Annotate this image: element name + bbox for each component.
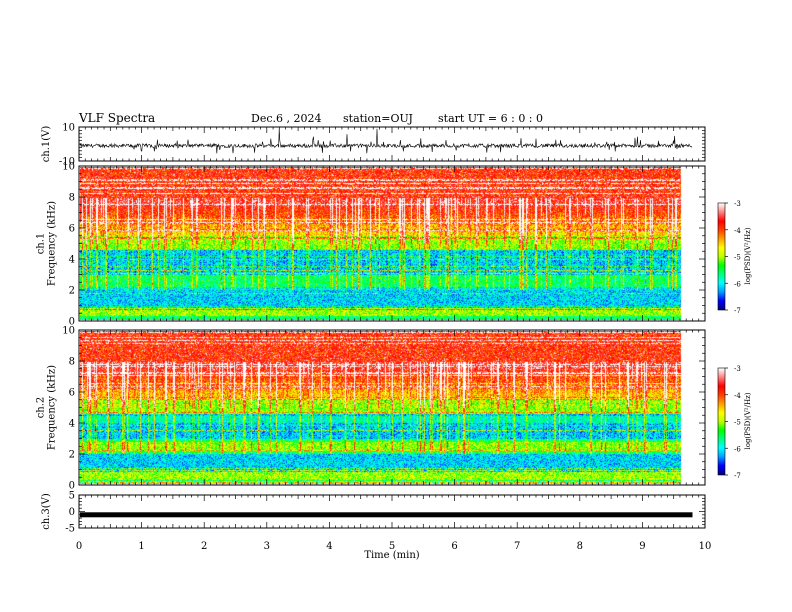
ch2-spectrogram-ytick-label: 2 [69,450,75,461]
colorbar-tick-label: -7 [734,472,741,480]
ch3-waveform-ytick-label: -5 [65,524,75,535]
time-tick-label: 8 [577,541,583,552]
colorbar-tick-label: -6 [734,280,741,288]
colorbar-1-image [718,203,725,310]
ch2-spectrogram-panel: 0 2 4 6 8 10 ch.2Frequency (kHz) [36,326,706,492]
ch2-spectrogram-ylabel: ch.2Frequency (kHz) [36,365,58,450]
ch2-spectrogram-ytick-label: 0 [69,481,75,492]
ch1-waveform-ylabel: ch.1(V) [41,126,52,163]
colorbar-tick-label: -4 [734,227,741,235]
time-tick-label: 6 [451,541,457,552]
ch1-spectrogram-ytick-label: 10 [62,162,75,173]
ch2-spectrogram-ytick-label: 10 [62,326,75,337]
ch1-waveform-line [79,128,693,154]
time-tick-label: 0 [76,541,82,552]
ch1-spectrogram-frame [78,165,706,322]
ch2-spectrogram-image [80,331,693,484]
ch1-spectrogram-ytick-label: 2 [69,286,75,297]
colorbar-tick-label: -7 [734,307,741,315]
ch1-spectrogram-ytick-label: 4 [69,255,75,266]
ch1-spectrogram-ytick-label: 8 [69,193,75,204]
time-tick-label: 1 [138,541,144,552]
colorbar-tick-label: -4 [734,392,741,400]
colorbar-tick-label: -5 [734,419,741,427]
time-tick-label: 9 [639,541,645,552]
colorbar-frame [717,202,726,311]
ch1-spectrogram-panel: 0 2 4 6 8 10 ch.1Frequency (kHz) [36,162,706,328]
ch2-spectrogram-ytick-label: 8 [69,357,75,368]
ch3-waveform-line [80,512,693,518]
colorbar-frame [717,367,726,476]
time-tick-label: 2 [201,541,207,552]
ch1-spectrogram-ytick-label: 6 [69,224,75,235]
ch1-waveform-ytick-label: -10 [59,157,75,168]
ch2-spectrogram-ytick-label: 6 [69,388,75,399]
colorbar-label: log(PSD)(V²/Hz) [744,392,752,449]
colorbars: -3 -4 -5 -6 -7 log(PSD)(V²/Hz) -3 -4 -5 -6 -7 log(P… [717,200,752,480]
ch3-waveform-ytick-label: 0 [69,507,75,518]
ch2-spectrogram-ytick-label: 4 [69,419,75,430]
ch1-spectrogram-ytick-label: 0 [69,317,75,328]
ch2-spectrogram-frame [78,329,706,486]
colorbar-tick-label: -6 [734,445,741,453]
colorbar-tick-label: -3 [734,365,741,373]
colorbar-tick-label: -5 [734,254,741,262]
ch1-waveform-ytick-label: 10 [62,123,75,134]
ch3-waveform-panel: 5 0 -5 ch.3(V) [41,491,706,535]
ch1-waveform-panel: 10 -10 ch.1(V) [41,123,706,168]
date-label: Dec.6 , 2024 [251,112,322,125]
ch1-spectrogram-image [80,167,693,320]
ch3-waveform-ytick-label: 5 [69,491,75,502]
time-tick-label: 3 [264,541,270,552]
colorbar-tick-label: -3 [734,200,741,208]
ch3-waveform-ylabel: ch.3(V) [41,493,52,530]
time-axis: 0 1 2 3 4 5 6 7 8 9 10 Time (min) [76,541,712,561]
time-axis-label: Time (min) [364,550,419,561]
station-label: station=OUJ [343,112,413,125]
colorbar-label: log(PSD)(V²/Hz) [744,227,752,284]
colorbar-2-image [718,368,725,475]
figure-title: VLF Spectra [79,111,156,125]
time-tick-label: 10 [699,541,712,552]
time-tick-label: 7 [514,541,520,552]
ch1-spectrogram-ylabel: ch.1Frequency (kHz) [36,201,58,286]
start-time-label: start UT = 6 : 0 : 0 [438,112,544,125]
time-tick-label: 4 [326,541,332,552]
time-tick-label: 5 [389,541,395,552]
